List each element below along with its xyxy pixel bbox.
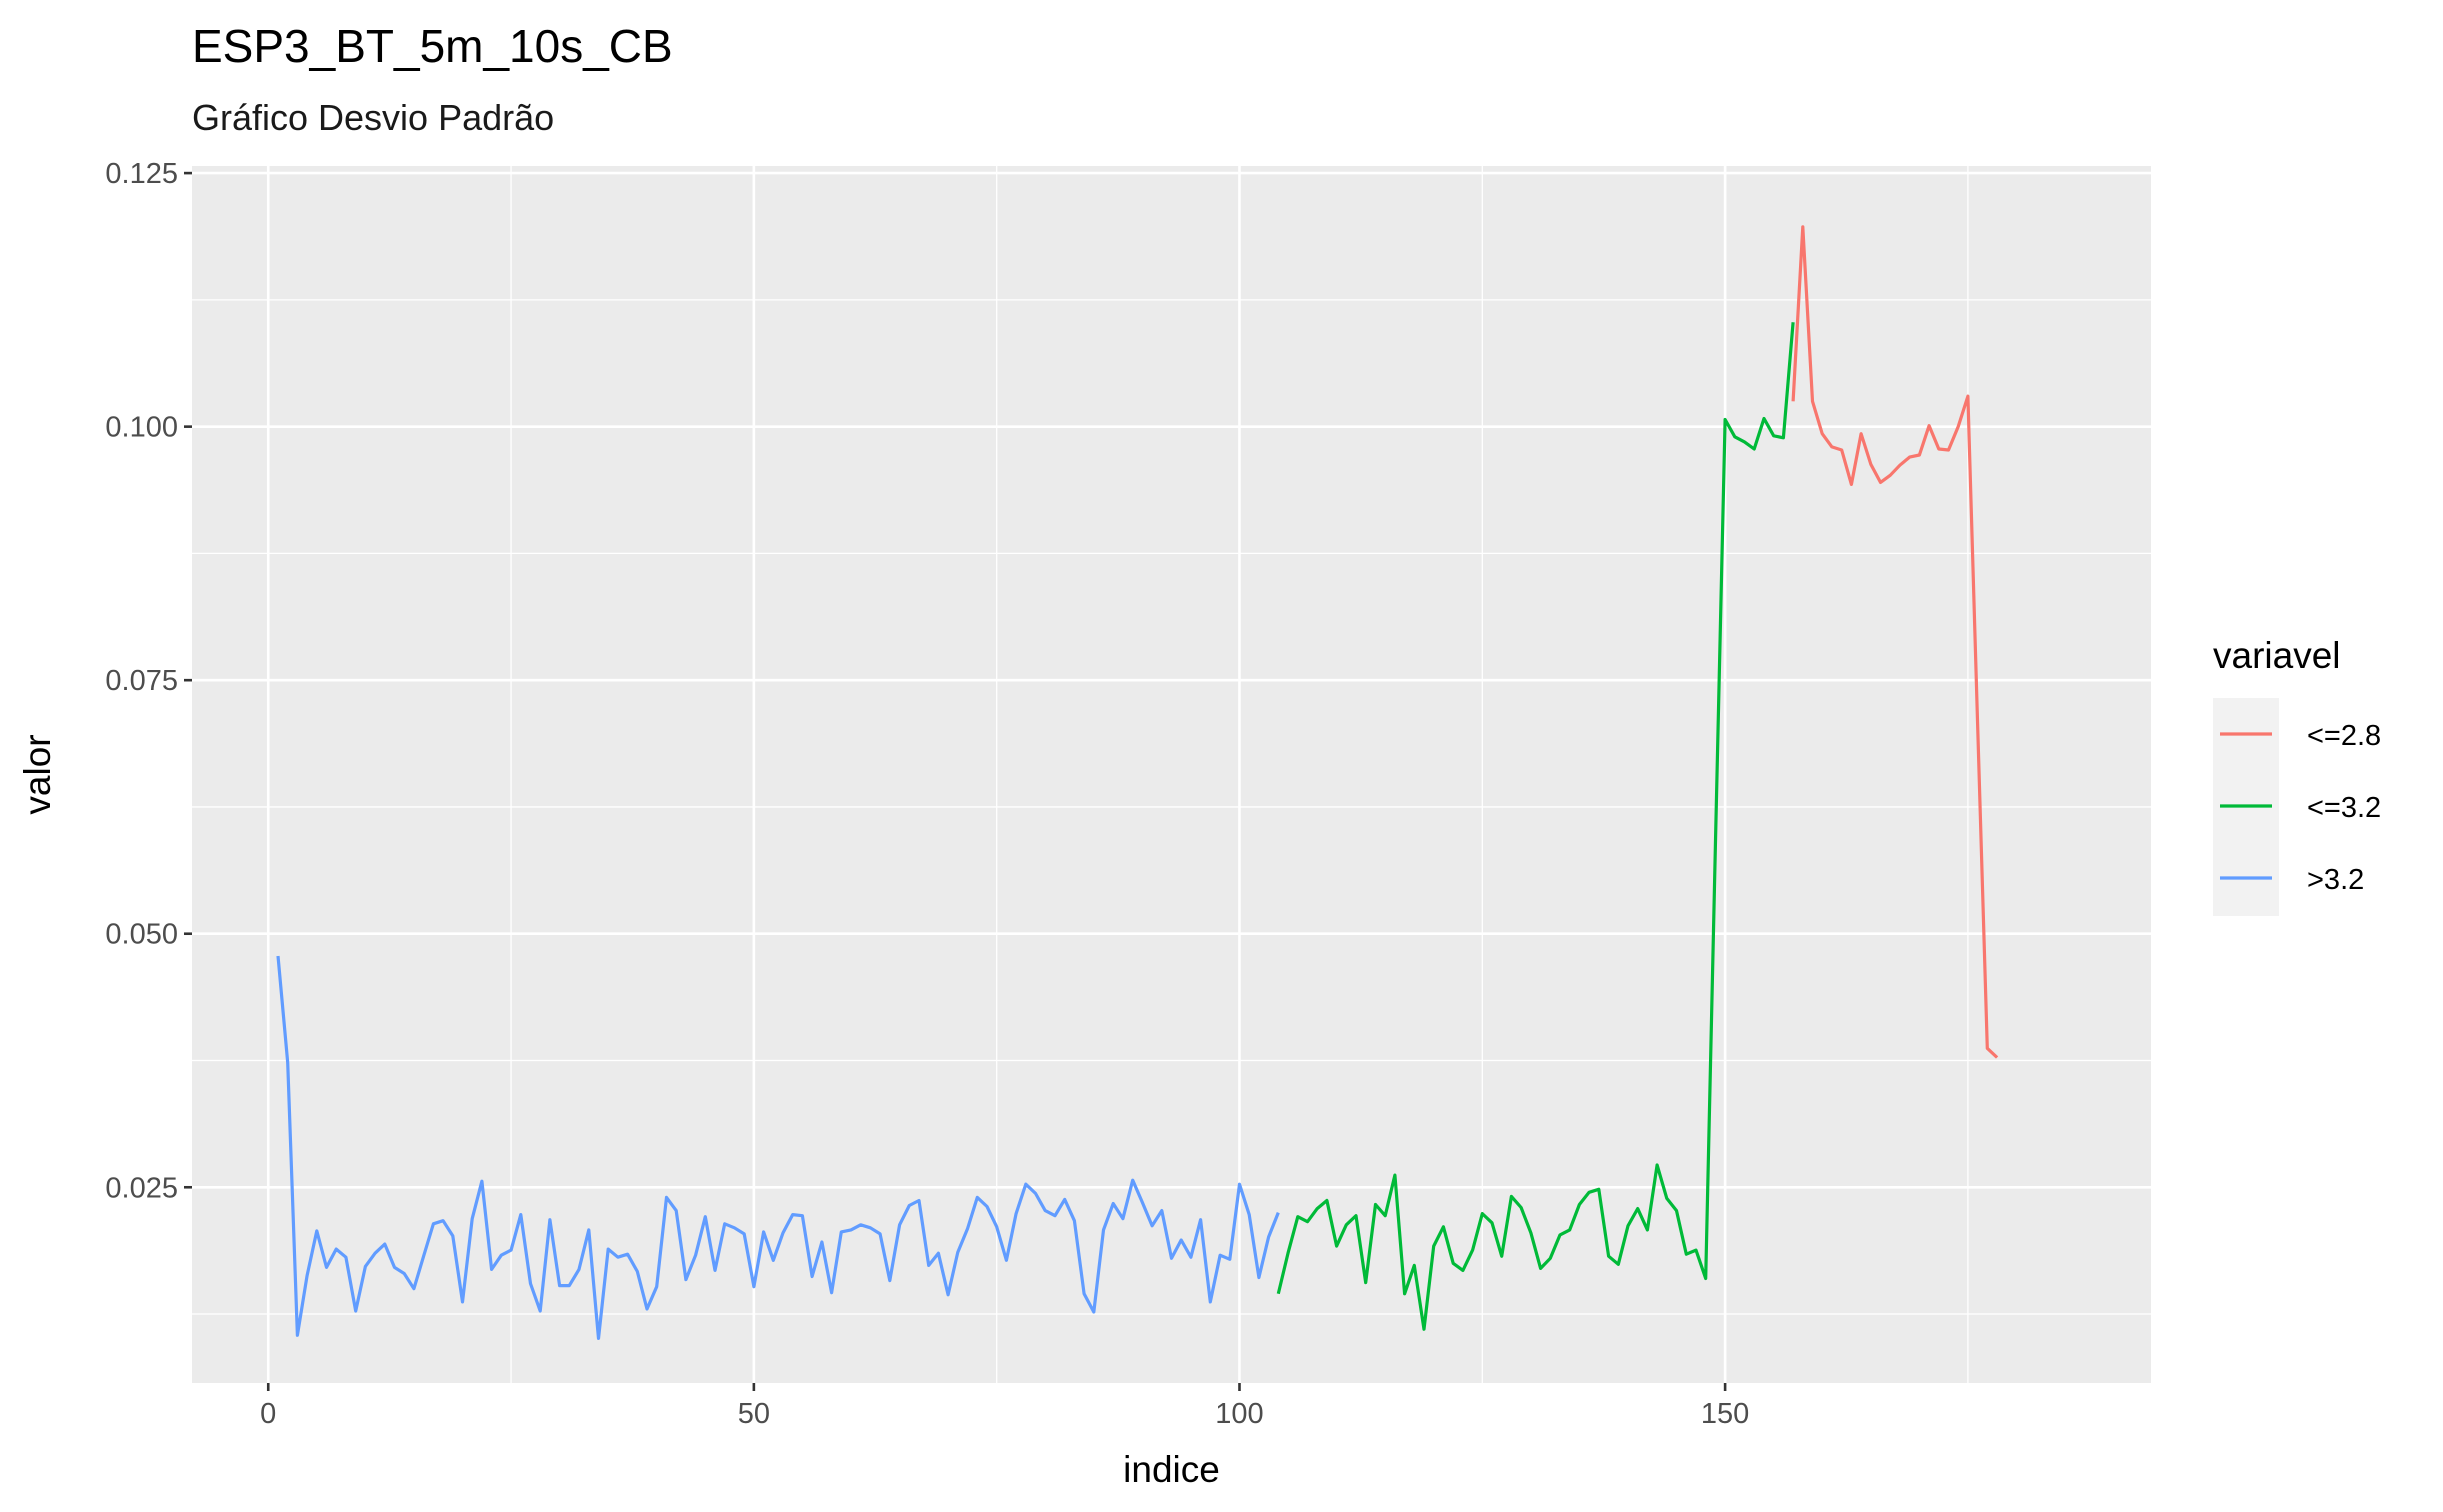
series-line <box>1276 322 1795 1331</box>
x-tick-label: 50 <box>738 1398 770 1430</box>
x-axis: 0 50 100 150 <box>260 1383 1749 1430</box>
legend: variavel <=2.8 <=3.2 >3.2 <box>2213 635 2381 916</box>
y-axis-title: valor <box>17 734 58 814</box>
minor-gridlines <box>192 166 2151 1383</box>
y-tick-label: 0.125 <box>105 158 178 190</box>
legend-label: <=2.8 <box>2307 720 2381 752</box>
x-tick-label: 0 <box>260 1398 276 1430</box>
series-line <box>276 955 1280 1341</box>
y-tick-label: 0.100 <box>105 412 178 444</box>
y-tick-label: 0.075 <box>105 665 178 697</box>
x-tick-label: 150 <box>1701 1398 1749 1430</box>
chart-subtitle: Gráfico Desvio Padrão <box>192 97 554 138</box>
legend-label: <=3.2 <box>2307 792 2381 824</box>
y-axis: 0.025 0.050 0.075 0.100 0.125 <box>105 158 192 1204</box>
legend-title: variavel <box>2213 635 2341 676</box>
chart-title: ESP3_BT_5m_10s_CB <box>192 20 673 72</box>
x-tick-label: 100 <box>1215 1398 1263 1430</box>
x-axis-title: indice <box>1123 1449 1220 1490</box>
legend-label: >3.2 <box>2307 864 2364 896</box>
y-tick-label: 0.025 <box>105 1172 178 1204</box>
y-tick-label: 0.050 <box>105 919 178 951</box>
major-gridlines <box>192 166 2151 1383</box>
plot-panel <box>192 166 2151 1383</box>
series-line <box>1791 225 1999 1059</box>
data-series <box>276 225 1999 1341</box>
